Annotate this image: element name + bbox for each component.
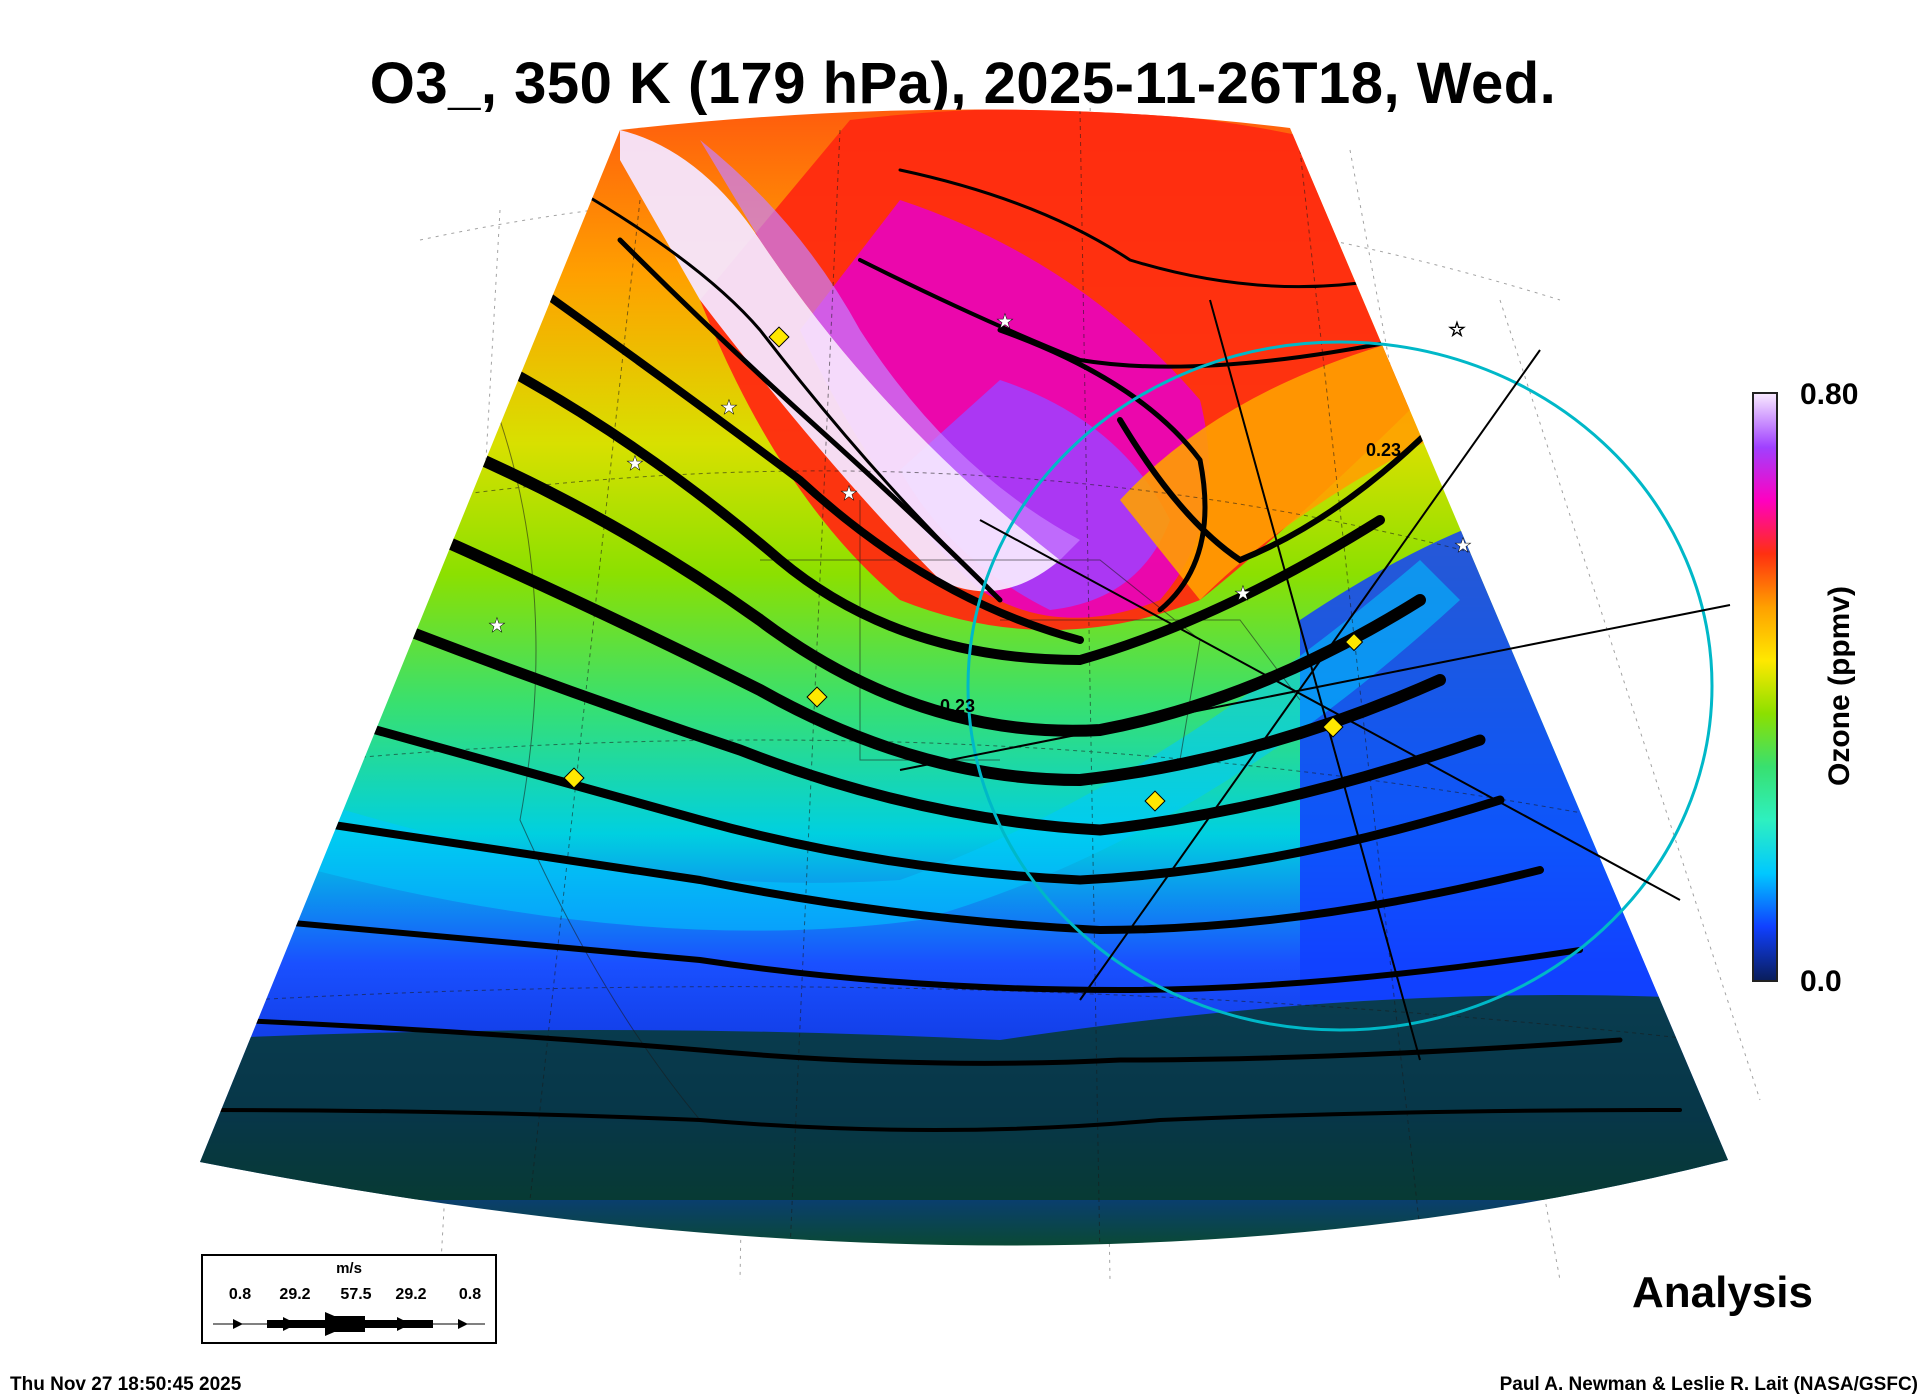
ozone-field bbox=[200, 109, 1728, 1246]
station-star: ★ bbox=[840, 483, 858, 505]
station-diamond bbox=[768, 326, 790, 348]
contour-label: 0.23 bbox=[940, 696, 975, 716]
tongue-lavender-edge bbox=[700, 140, 1080, 560]
station-star: ★ bbox=[720, 397, 738, 419]
station-diamond bbox=[806, 686, 828, 708]
wind-legend-unit: m/s bbox=[336, 1260, 362, 1277]
run-type-label: Analysis bbox=[1632, 1268, 1813, 1317]
station-star: ★ bbox=[1234, 583, 1252, 605]
wind-legend-value: 0.8 bbox=[458, 1286, 482, 1303]
wind-streamlines bbox=[208, 168, 1682, 1132]
author-credit: Paul A. Newman & Leslie R. Lait (NASA/GS… bbox=[1499, 1374, 1918, 1395]
station-diamond bbox=[1144, 790, 1166, 812]
wind-legend-value: 29.2 bbox=[279, 1286, 311, 1303]
southern-dark-region bbox=[200, 995, 1728, 1200]
cyan-band-region bbox=[240, 560, 1460, 931]
contour-label: 0.23 bbox=[1366, 440, 1401, 460]
wind-legend-value: 0.8 bbox=[228, 1286, 252, 1303]
plot-title: O3_, 350 K (179 hPa), 2025-11-26T18, Wed… bbox=[369, 51, 1557, 116]
station-star: ★ bbox=[626, 453, 644, 475]
station-diamond bbox=[1344, 632, 1364, 652]
station-star: ☆ bbox=[1448, 319, 1466, 341]
tongue-white-region bbox=[620, 130, 1060, 592]
wind-legend-arrow bbox=[213, 1312, 485, 1336]
station-diamond bbox=[563, 767, 585, 789]
generation-timestamp: Thu Nov 27 18:50:45 2025 bbox=[10, 1374, 242, 1395]
reference-circle bbox=[899, 299, 1731, 1061]
wind-legend-value: 57.5 bbox=[340, 1286, 372, 1303]
station-markers: ★ ★ ★ ★ ★ ★ ★ ☆ bbox=[488, 311, 1472, 812]
wind-legend-value: 29.2 bbox=[395, 1286, 427, 1303]
station-star: ★ bbox=[1454, 535, 1472, 557]
colorbar-min-label: 0.0 bbox=[1800, 965, 1842, 998]
ozone-colorbar bbox=[1752, 392, 1778, 982]
colorbar-max-label: 0.80 bbox=[1800, 378, 1859, 411]
station-star: ★ bbox=[488, 615, 506, 637]
station-diamond bbox=[1322, 716, 1344, 738]
colorbar-title: Ozone (ppmv) bbox=[1823, 586, 1856, 786]
wind-speed-legend: m/s 0.8 29.2 57.5 29.2 0.8 bbox=[201, 1254, 497, 1344]
contour-labels: 0.23 0.23 bbox=[940, 440, 1401, 716]
station-star: ★ bbox=[996, 311, 1014, 333]
